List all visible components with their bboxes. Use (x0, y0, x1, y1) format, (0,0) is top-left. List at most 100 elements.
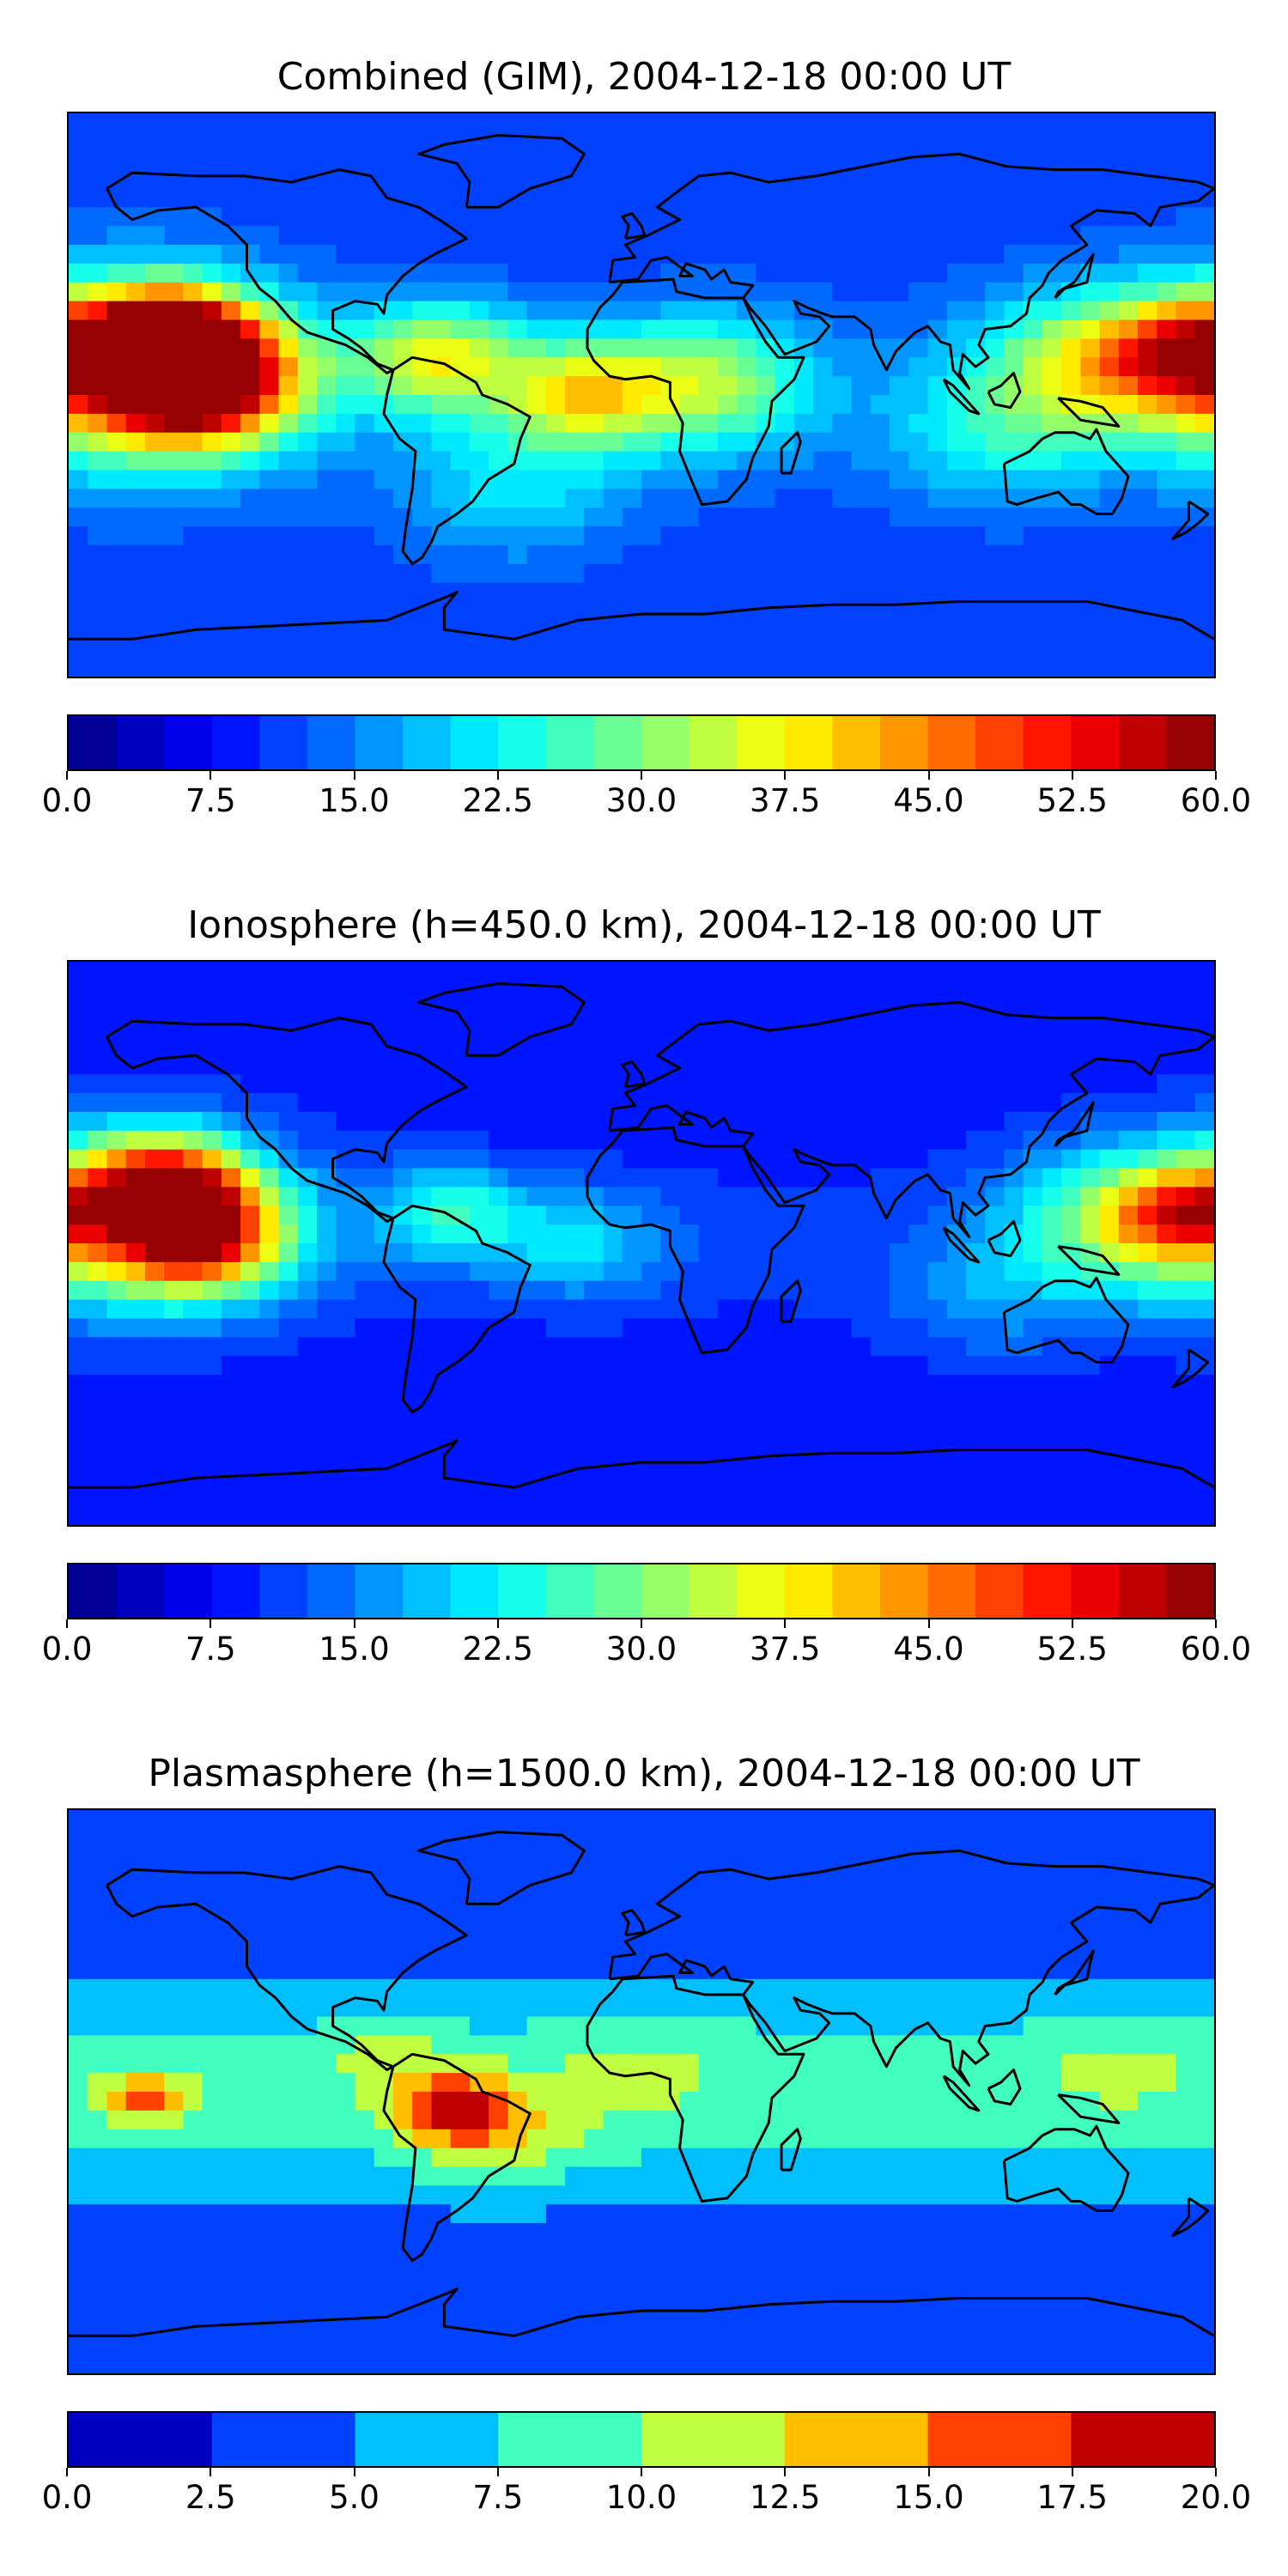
heatmap-cell (679, 507, 700, 527)
heatmap-cell (870, 1393, 890, 1413)
heatmap-cell (1042, 338, 1062, 358)
heatmap-cell (240, 2110, 260, 2130)
heatmap-cell (793, 1243, 814, 1263)
heatmap-cell (1118, 1074, 1139, 1094)
heatmap-cell (88, 2035, 108, 2055)
heatmap-cell (1061, 1055, 1081, 1075)
heatmap-cell (545, 1280, 566, 1301)
heatmap-cell (1194, 1847, 1214, 1868)
heatmap-cell (374, 395, 394, 415)
heatmap-cell (106, 1375, 127, 1394)
heatmap-cell (221, 1375, 241, 1394)
heatmap-cell (202, 226, 222, 246)
heatmap-cell (164, 413, 184, 434)
colorbar-band (593, 716, 642, 769)
heatmap-cell (489, 1280, 508, 1301)
heatmap-cell (355, 1280, 375, 1301)
colorbar-band (1023, 716, 1072, 769)
heatmap-cell (775, 2073, 795, 2093)
heatmap-cell (985, 2054, 1005, 2074)
heatmap-cell (890, 395, 909, 415)
heatmap-cell (832, 1393, 853, 1413)
heatmap-cell (775, 451, 795, 471)
heatmap-cell (106, 658, 127, 677)
heatmap-cell (183, 338, 204, 358)
heatmap-cell (106, 601, 127, 621)
heatmap-cell (890, 1997, 909, 2018)
heatmap-cell (1042, 451, 1062, 471)
heatmap-cell (1157, 2035, 1177, 2055)
heatmap-cell (813, 1847, 833, 1868)
heatmap-cell (927, 376, 948, 396)
heatmap-cell (813, 489, 833, 508)
heatmap-cell (890, 1356, 909, 1376)
heatmap-cell (679, 980, 700, 1000)
heatmap-cell (1080, 1375, 1101, 1394)
heatmap-cell (221, 432, 241, 453)
heatmap-cell (469, 1243, 489, 1263)
heatmap-cell (660, 2129, 681, 2149)
heatmap-cell (908, 658, 929, 677)
heatmap-cell (965, 1318, 986, 1338)
heatmap-cell (259, 1997, 280, 2018)
heatmap-cell (717, 1243, 738, 1263)
heatmap-cell (240, 245, 260, 264)
heatmap-cell (392, 169, 413, 190)
heatmap-cell (144, 1187, 165, 1206)
heatmap-cell (88, 2166, 108, 2186)
heatmap-cell (374, 1810, 394, 1830)
heatmap-cell (221, 1412, 241, 1432)
heatmap-cell (775, 245, 795, 264)
heatmap-cell (793, 563, 814, 584)
heatmap-cell (374, 1449, 394, 1469)
heatmap-cell (660, 1149, 681, 1170)
heatmap-cell (717, 451, 738, 471)
heatmap-cell (317, 999, 337, 1019)
heatmap-cell (1042, 658, 1062, 677)
heatmap-cell (412, 470, 433, 489)
heatmap-cell (946, 1318, 967, 1338)
heatmap-cell (526, 1130, 547, 1151)
heatmap-cell (240, 207, 260, 227)
heatmap-cell (1138, 357, 1157, 377)
heatmap-cell (221, 639, 241, 659)
heatmap-cell (469, 1337, 489, 1357)
heatmap-cell (278, 1810, 299, 1830)
heatmap-cell (278, 1337, 299, 1357)
heatmap-cell (507, 413, 528, 434)
heatmap-cell (545, 1941, 566, 1961)
colorbar-tick-label: 7.5 (185, 1631, 236, 1668)
heatmap-cell (1061, 1904, 1081, 1923)
heatmap-cell (813, 395, 833, 415)
heatmap-cell (412, 1506, 433, 1525)
heatmap-cell (240, 226, 260, 246)
heatmap-cell (660, 1318, 681, 1338)
heatmap-cell (240, 620, 260, 640)
heatmap-cell (317, 1904, 337, 1923)
heatmap-cell (698, 113, 719, 133)
heatmap-cell (584, 301, 605, 321)
heatmap-cell (565, 582, 585, 603)
heatmap-cell (641, 2035, 661, 2055)
heatmap-cell (890, 413, 909, 434)
heatmap-cell (565, 1018, 585, 1038)
heatmap-cell (221, 2035, 241, 2055)
heatmap-cell (1023, 207, 1043, 227)
heatmap-cell (756, 582, 776, 603)
heatmap-cell (1099, 2148, 1120, 2168)
heatmap-cell (88, 301, 108, 321)
heatmap-cell (1080, 601, 1101, 621)
heatmap-cell (317, 1356, 337, 1376)
heatmap-cell (813, 432, 833, 453)
heatmap-cell (221, 413, 241, 434)
heatmap-cell (526, 2016, 547, 2036)
heatmap-cell (259, 2204, 280, 2224)
heatmap-cell (106, 1206, 127, 1225)
heatmap-cell (660, 470, 681, 489)
heatmap-cell (946, 489, 967, 508)
heatmap-cell (1157, 395, 1177, 415)
heatmap-cell (1042, 169, 1062, 190)
heatmap-cell (1042, 470, 1062, 489)
heatmap-cell (1061, 1206, 1081, 1225)
heatmap-cell (851, 2054, 872, 2074)
